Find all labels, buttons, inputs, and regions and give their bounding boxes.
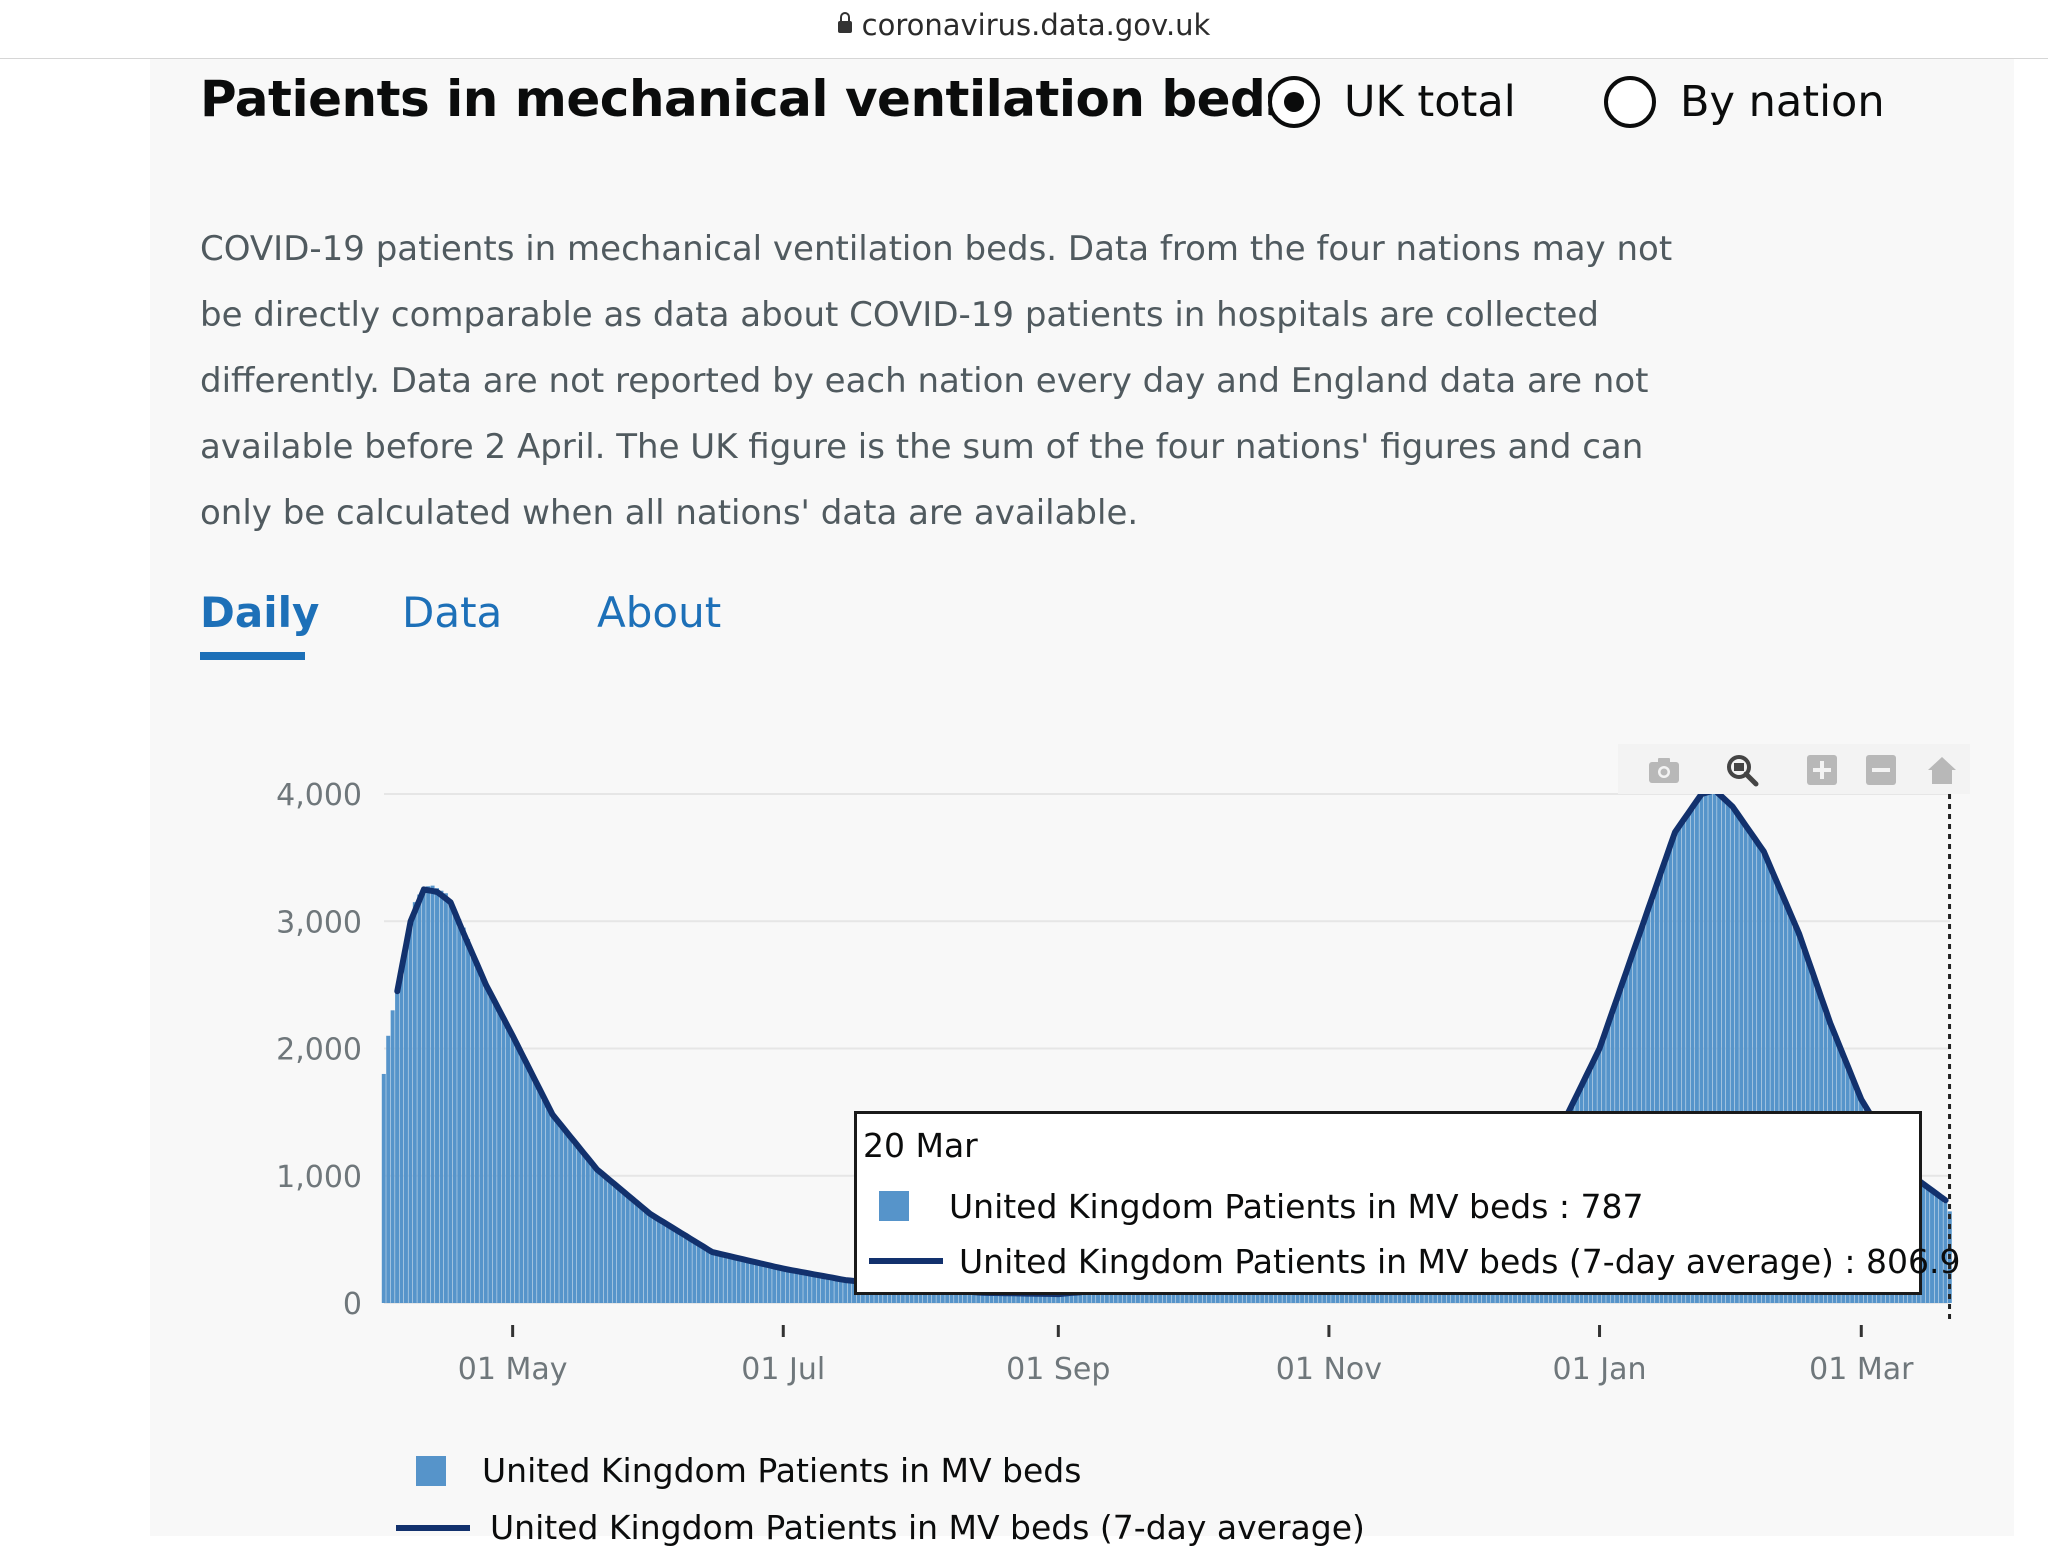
radio-by-nation[interactable]: By nation <box>1604 70 1885 134</box>
tooltip-bar-swatch <box>879 1191 909 1221</box>
tab-about[interactable]: About <box>597 588 722 637</box>
url-label: coronavirus.data.gov.uk <box>861 8 1211 42</box>
legend-bars-label: United Kingdom Patients in MV beds <box>482 1451 1082 1490</box>
chart-modebar <box>1618 744 1970 794</box>
tab-daily[interactable]: Daily <box>200 588 320 637</box>
tooltip-line-swatch <box>869 1258 943 1264</box>
radio-uk-total-label: UK total <box>1344 77 1516 127</box>
zoom-in-icon[interactable] <box>1804 752 1840 788</box>
tooltip-row-daily-label: United Kingdom Patients in MV beds : 787 <box>949 1186 1644 1226</box>
card-title: Patients in mechanical ventilation beds <box>200 70 1295 128</box>
tab-data[interactable]: Data <box>402 588 503 637</box>
url-text[interactable]: coronavirus.data.gov.uk <box>0 8 2048 42</box>
card-description: COVID-19 patients in mechanical ventilat… <box>200 229 1673 533</box>
legend-item-average[interactable]: United Kingdom Patients in MV beds (7-da… <box>396 1508 1365 1547</box>
tooltip-row-daily: United Kingdom Patients in MV beds : 787 <box>857 1181 1644 1231</box>
tooltip-row-average: United Kingdom Patients in MV beds (7-da… <box>869 1236 1960 1286</box>
tooltip-row-average-label: United Kingdom Patients in MV beds (7-da… <box>959 1241 1961 1281</box>
radio-uk-total[interactable]: UK total <box>1268 70 1516 134</box>
legend-line-swatch <box>396 1524 470 1531</box>
radio-unselected-icon[interactable] <box>1604 76 1656 128</box>
legend-average-label: United Kingdom Patients in MV beds (7-da… <box>490 1508 1365 1547</box>
legend-item-bars[interactable]: United Kingdom Patients in MV beds <box>416 1451 1081 1490</box>
browser-url-bar[interactable]: coronavirus.data.gov.uk <box>0 0 2048 59</box>
tab-active-underline <box>200 652 305 660</box>
zoom-out-icon[interactable] <box>1863 752 1899 788</box>
radio-selected-icon[interactable] <box>1268 76 1320 128</box>
radio-by-nation-label: By nation <box>1680 77 1885 127</box>
legend-bar-swatch <box>416 1455 446 1486</box>
camera-icon[interactable] <box>1646 752 1682 788</box>
tooltip-date: 20 Mar <box>863 1126 978 1165</box>
zoom-icon[interactable] <box>1724 752 1760 788</box>
hover-tooltip: 20 Mar United Kingdom Patients in MV bed… <box>854 1111 1960 1295</box>
lock-icon <box>837 12 852 33</box>
home-icon[interactable] <box>1924 752 1960 788</box>
